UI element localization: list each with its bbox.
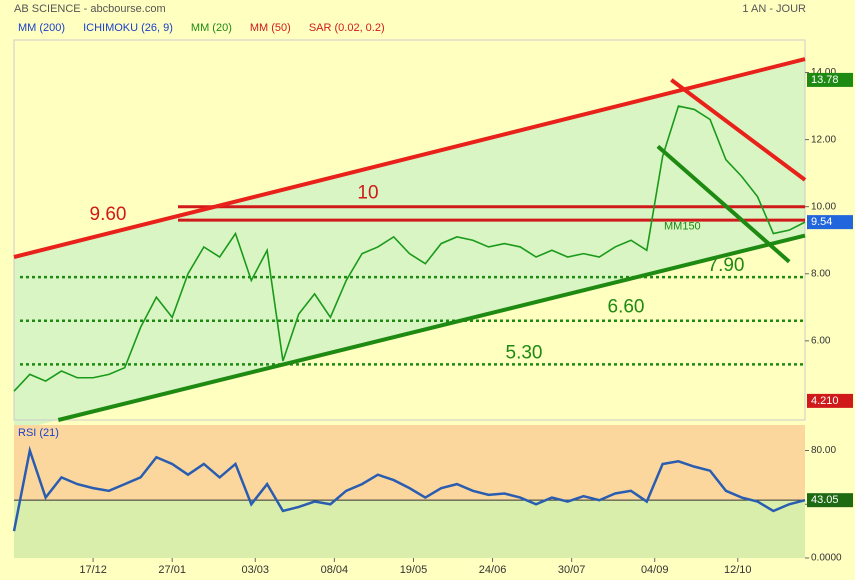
title: AB SCIENCE - abcbourse.com bbox=[14, 3, 166, 15]
x-tick-label: 12/10 bbox=[724, 564, 752, 576]
price-marker bbox=[807, 72, 853, 87]
legend-entry: ICHIMOKU (26, 9) bbox=[83, 22, 173, 34]
x-tick-label: 04/09 bbox=[641, 564, 669, 576]
level-label: 7.90 bbox=[708, 255, 745, 276]
y-tick-label: 80.00 bbox=[811, 445, 836, 456]
upper-frame bbox=[13, 39, 806, 421]
x-tick-label: 24/06 bbox=[479, 564, 507, 576]
price-marker-label: 9.54 bbox=[811, 216, 832, 228]
x-tick-label: 27/01 bbox=[158, 564, 186, 576]
rsi-lower-zone bbox=[14, 500, 805, 558]
y-tick-label: 8.00 bbox=[811, 268, 831, 279]
channel-area bbox=[14, 59, 805, 431]
period: 1 AN - JOUR bbox=[742, 3, 806, 15]
legend-entry: MM (200) bbox=[18, 22, 65, 34]
level-label: 10 bbox=[357, 183, 378, 204]
trend-line bbox=[670, 78, 807, 182]
series-line bbox=[13, 105, 806, 392]
level-label: 5.30 bbox=[506, 342, 543, 363]
level-label: 6.60 bbox=[608, 297, 645, 318]
series-line bbox=[12, 445, 806, 532]
x-tick-label: 19/05 bbox=[400, 564, 428, 576]
y-tick-label: 6.00 bbox=[811, 335, 831, 346]
y-tick-label: 0.0000 bbox=[811, 553, 842, 564]
level-label: 9.60 bbox=[90, 204, 127, 225]
y-tick-label: 12.00 bbox=[811, 134, 836, 145]
price-marker-label: 4.210 bbox=[811, 395, 839, 407]
x-tick-label: 03/03 bbox=[241, 564, 269, 576]
rsi-marker-label: 43.05 bbox=[811, 494, 839, 506]
x-tick-label: 30/07 bbox=[558, 564, 586, 576]
price-marker bbox=[807, 393, 853, 408]
trend-line bbox=[13, 57, 806, 259]
legend-entry: SAR (0.02, 0.2) bbox=[309, 22, 385, 34]
rsi-marker bbox=[807, 493, 853, 508]
y-tick-label: 14.00 bbox=[811, 67, 836, 78]
rsi-title: RSI (21) bbox=[18, 427, 59, 439]
x-tick-label: 08/04 bbox=[321, 564, 349, 576]
x-tick-label: 17/12 bbox=[79, 564, 107, 576]
price-marker bbox=[807, 215, 853, 230]
legend-entry: MM (20) bbox=[191, 22, 232, 34]
annotation: MM150 bbox=[664, 221, 701, 233]
y-tick-label: 10.00 bbox=[811, 201, 836, 212]
trend-line bbox=[57, 233, 806, 422]
trend-line bbox=[656, 144, 791, 264]
price-marker-label: 13.78 bbox=[811, 74, 839, 86]
legend-entry: MM (50) bbox=[250, 22, 291, 34]
